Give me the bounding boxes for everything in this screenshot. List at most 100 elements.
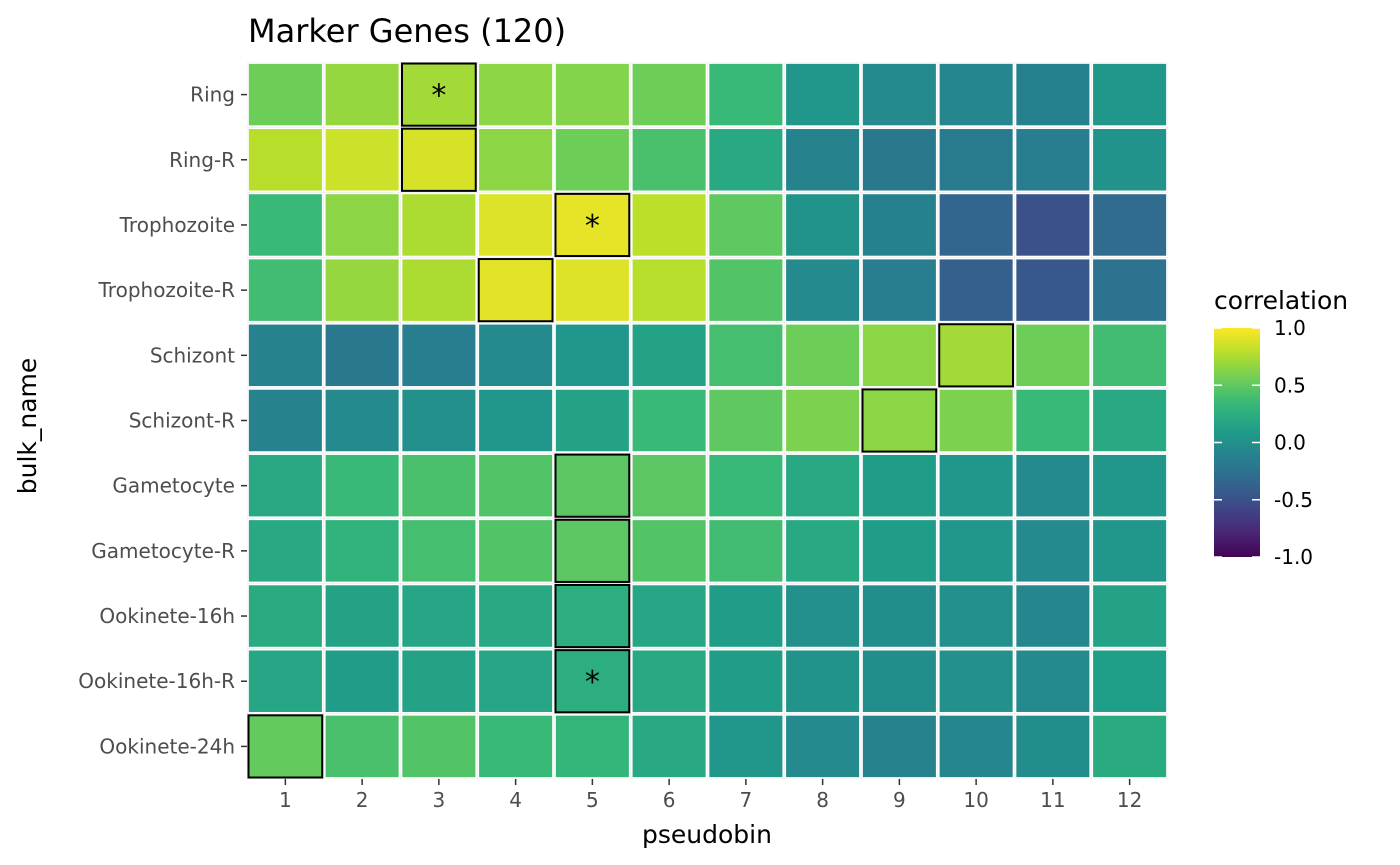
heatmap-cell [477, 518, 554, 584]
plot-panel [247, 62, 1168, 779]
heatmap-cell [784, 127, 861, 193]
x-tick-label: 1 [279, 788, 292, 812]
heatmap-cell [707, 518, 784, 584]
heatmap-cell [324, 62, 401, 127]
heatmap-cell [400, 323, 477, 388]
heatmap-cell [554, 127, 631, 193]
heatmap-cell [1091, 127, 1168, 193]
heatmap-cell [631, 583, 708, 649]
y-tick-label: Ookinete-16h-R [78, 669, 235, 693]
y-tick-label: Ring [190, 83, 235, 107]
x-tick-label: 7 [740, 788, 753, 812]
heatmap-cell [247, 62, 324, 127]
y-tick-label: Ring-R [169, 148, 235, 172]
heatmap-cell [247, 518, 324, 584]
heatmap-cell [1091, 583, 1168, 649]
heatmap-cell [247, 192, 324, 258]
significance-star: * [585, 665, 600, 700]
highlight-outlines [247, 62, 1014, 779]
heatmap-cell [554, 518, 631, 584]
heatmap-cell [1091, 257, 1168, 323]
heatmap-cell [477, 388, 554, 453]
heatmap-cell [477, 583, 554, 649]
heatmap-cell [938, 388, 1015, 453]
heatmap-cell [938, 583, 1015, 649]
heatmap-cell [1014, 127, 1091, 193]
legend-label: 0.5 [1274, 373, 1306, 397]
heatmap-cell [477, 648, 554, 714]
heatmap-cell [324, 648, 401, 714]
heatmap-cell [1091, 714, 1168, 779]
x-tick-label: 9 [893, 788, 906, 812]
best-match-outline [247, 714, 324, 779]
heatmap-cell [938, 323, 1015, 388]
y-axis: Ring Ring-R Trophozoite Trophozoite-R Schizo… [78, 83, 247, 758]
x-tick-label: 3 [433, 788, 446, 812]
heatmap-cell [861, 323, 938, 388]
heatmap-cell [247, 257, 324, 323]
x-tick-label: 8 [816, 788, 829, 812]
best-match-outline [554, 518, 631, 583]
heatmap-cell [477, 127, 554, 193]
heatmap-cell [1014, 583, 1091, 649]
x-tick-label: 4 [509, 788, 522, 812]
heatmap-cell [554, 323, 631, 388]
heatmap-cell [784, 453, 861, 518]
x-tick-label: 2 [356, 788, 369, 812]
heatmap-cell [477, 323, 554, 388]
heatmap-cell [247, 453, 324, 518]
heatmap-cell [554, 648, 631, 714]
heatmap-cell [707, 192, 784, 258]
heatmap-cell [707, 127, 784, 193]
y-tick-label: Gametocyte-R [91, 539, 235, 563]
legend-label: -1.0 [1274, 545, 1313, 569]
heatmap-cell [400, 62, 477, 127]
heatmap-cell [324, 127, 401, 193]
x-tick-label: 12 [1117, 788, 1142, 812]
heatmap-cell [861, 62, 938, 127]
y-tick-label: Ookinete-16h [99, 604, 235, 628]
heatmap-cell [784, 714, 861, 779]
heatmap-cell [247, 388, 324, 453]
heatmap-cell [400, 583, 477, 649]
best-match-outline [477, 258, 554, 323]
heatmap-cell [477, 192, 554, 258]
heatmap-cell [707, 257, 784, 323]
best-match-outline [401, 62, 477, 127]
heatmap-cell [400, 648, 477, 714]
heatmap-cell [631, 388, 708, 453]
heatmap-cell [1014, 714, 1091, 779]
heatmap-cell [938, 257, 1015, 323]
heatmap-cell [1014, 323, 1091, 388]
heatmap-cell [400, 127, 477, 193]
heatmap-cell [631, 714, 708, 779]
heatmap-cell [861, 388, 938, 453]
significance-star: * [585, 209, 600, 244]
heatmap-cell [554, 388, 631, 453]
heatmap-cell [784, 648, 861, 714]
heatmap-cell [707, 714, 784, 779]
heatmap-cell [400, 453, 477, 518]
heatmap-cell [707, 62, 784, 127]
heatmap-cell [784, 518, 861, 584]
heatmap-cell [554, 714, 631, 779]
heatmap-cell [247, 323, 324, 388]
x-tick-label: 6 [663, 788, 676, 812]
heatmap-cell [861, 127, 938, 193]
legend-label: 1.0 [1274, 316, 1306, 340]
heatmap-cell [1014, 648, 1091, 714]
y-tick-label: Gametocyte [112, 474, 235, 498]
heatmap-cell [324, 388, 401, 453]
heatmap-cell [554, 192, 631, 258]
x-tick-label: 10 [963, 788, 988, 812]
heatmap-cell [861, 518, 938, 584]
heatmap-cell [631, 127, 708, 193]
y-tick-label: Ookinete-24h [99, 734, 235, 758]
y-tick-label: Trophozoite [119, 213, 235, 237]
significance-stars: * * * [431, 79, 600, 701]
heatmap-cell [477, 714, 554, 779]
best-match-outline [554, 583, 631, 649]
heatmap-cell [784, 388, 861, 453]
heatmap-cell [707, 648, 784, 714]
heatmap-cell [707, 323, 784, 388]
